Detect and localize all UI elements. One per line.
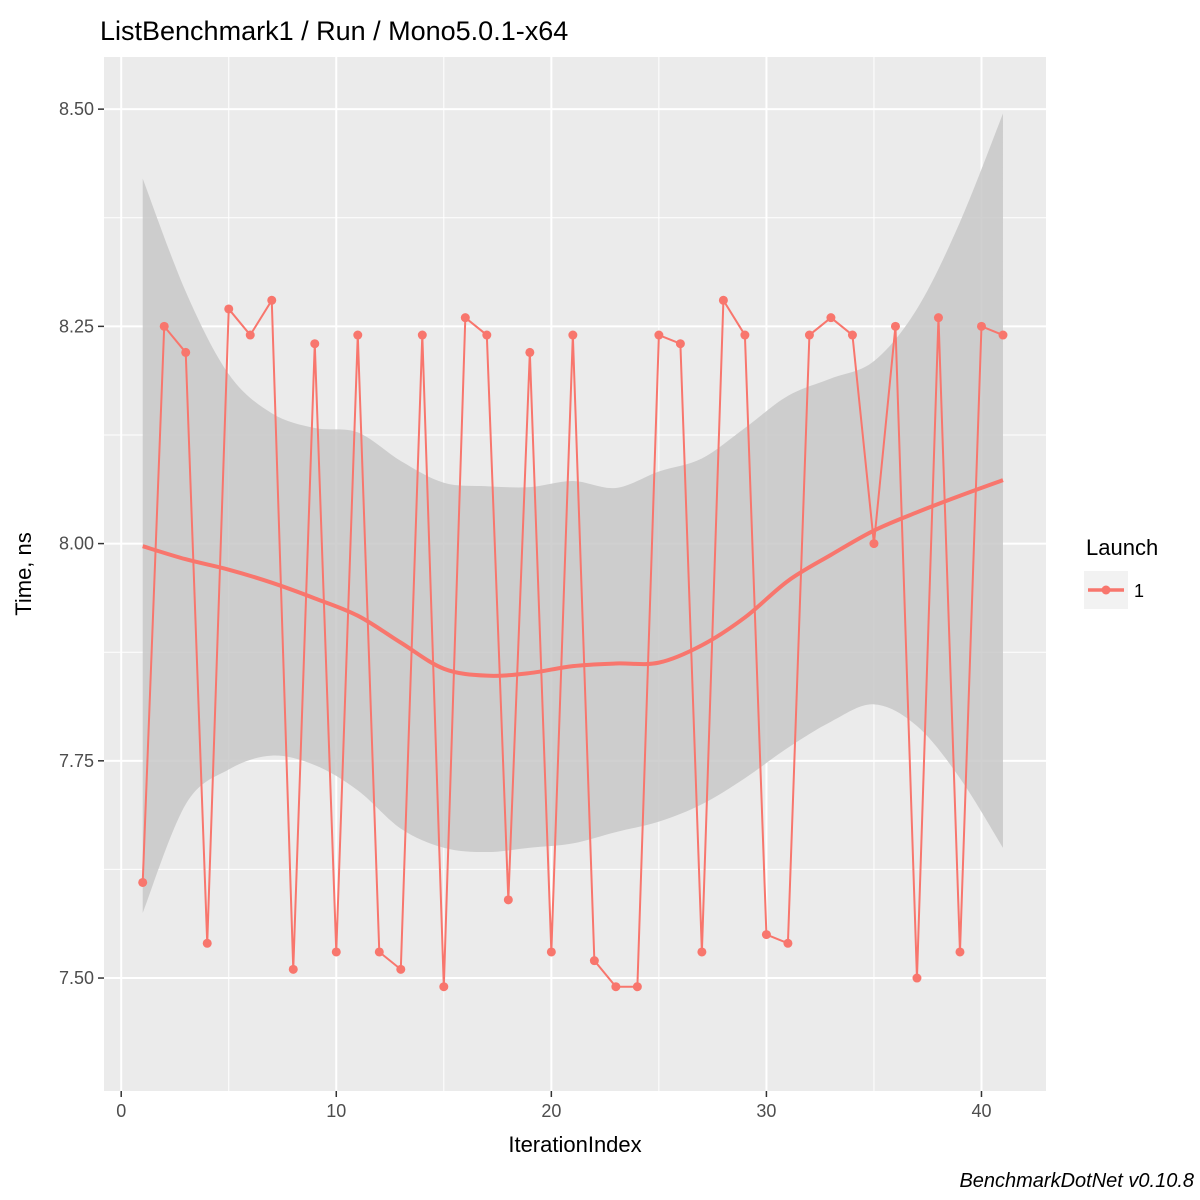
data-point (331, 947, 341, 957)
data-point (611, 982, 621, 992)
data-point (783, 938, 793, 948)
data-point (697, 947, 707, 957)
data-point (675, 339, 685, 349)
y-tick-label: 8.50 (59, 99, 94, 119)
data-point (310, 339, 320, 349)
confidence-band (142, 113, 1003, 913)
data-point (374, 947, 384, 957)
data-point (589, 956, 599, 966)
x-axis: 0 10 20 30 40 (116, 1091, 991, 1121)
y-tick-label: 7.50 (59, 968, 94, 988)
data-point (955, 947, 965, 957)
data-point (847, 330, 857, 340)
x-tick-label: 30 (756, 1101, 776, 1121)
x-tick-label: 10 (326, 1101, 346, 1121)
data-point (525, 347, 535, 357)
data-point (761, 930, 771, 940)
x-axis-title: IterationIndex (508, 1132, 641, 1157)
data-point (998, 330, 1008, 340)
data-point (890, 321, 900, 331)
y-tick-label: 8.25 (59, 316, 94, 336)
legend-key-point (1101, 585, 1111, 595)
data-point (632, 982, 642, 992)
series-points-1 (138, 295, 1008, 992)
caption: BenchmarkDotNet v0.10.8 (959, 1170, 1194, 1192)
data-point (460, 313, 470, 323)
x-tick-label: 40 (971, 1101, 991, 1121)
data-point (804, 330, 814, 340)
legend-title: Launch (1086, 535, 1158, 560)
data-point (245, 330, 255, 340)
data-point (546, 947, 556, 957)
data-point (826, 313, 836, 323)
data-point (503, 895, 513, 905)
y-tick-label: 8.00 (59, 534, 94, 554)
y-axis: 7.50 7.75 8.00 8.25 8.50 (59, 99, 104, 988)
data-point (224, 304, 234, 314)
data-point (439, 982, 449, 992)
y-tick-label: 7.75 (59, 751, 94, 771)
data-point (654, 330, 664, 340)
data-point (267, 295, 277, 305)
data-point (181, 347, 191, 357)
legend-label-1: 1 (1134, 581, 1144, 601)
data-point (396, 964, 406, 974)
data-point (869, 539, 879, 549)
data-point (740, 330, 750, 340)
data-point (288, 964, 298, 974)
data-point (353, 330, 363, 340)
data-point (159, 321, 169, 331)
data-point (417, 330, 427, 340)
data-point (933, 313, 943, 323)
data-point (568, 330, 578, 340)
data-point (202, 938, 212, 948)
data-point (976, 321, 986, 331)
smooth-line (142, 478, 1004, 678)
y-axis-title: Time, ns (11, 532, 36, 616)
data-point (912, 973, 922, 983)
chart-title: ListBenchmark1 / Run / Mono5.0.1-x64 (100, 16, 568, 46)
x-tick-label: 20 (541, 1101, 561, 1121)
data-point (138, 877, 148, 887)
legend: Launch 1 (1084, 535, 1158, 609)
x-tick-label: 0 (116, 1101, 126, 1121)
data-point (482, 330, 492, 340)
data-point (718, 295, 728, 305)
